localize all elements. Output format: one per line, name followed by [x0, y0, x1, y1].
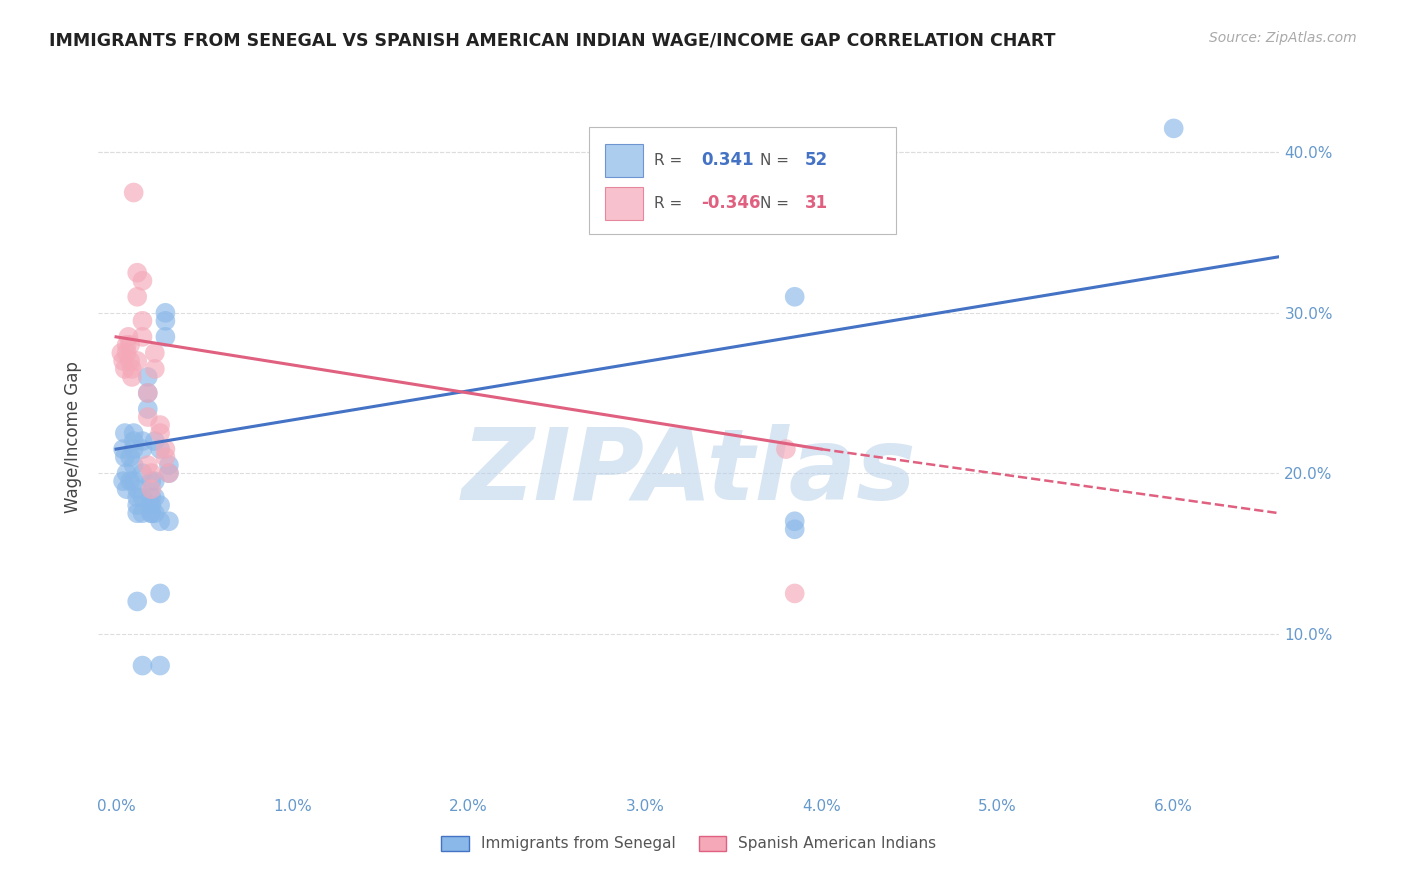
Point — [783, 522, 806, 536]
Text: N =: N = — [759, 153, 793, 168]
Text: R =: R = — [654, 153, 686, 168]
Point — [114, 450, 136, 464]
Point — [783, 290, 806, 304]
Point — [120, 450, 142, 464]
Point — [120, 338, 142, 352]
Point — [131, 658, 153, 673]
Text: Source: ZipAtlas.com: Source: ZipAtlas.com — [1209, 31, 1357, 45]
Point — [112, 354, 135, 368]
Point — [112, 442, 135, 456]
Point — [131, 466, 153, 480]
Point — [783, 514, 806, 528]
Point — [141, 490, 163, 504]
Point — [157, 458, 180, 472]
Point — [127, 506, 149, 520]
Point — [136, 386, 159, 401]
Point — [149, 442, 172, 456]
Point — [127, 354, 149, 368]
Point — [143, 506, 166, 520]
FancyBboxPatch shape — [589, 127, 896, 234]
Point — [127, 266, 149, 280]
Point — [110, 346, 132, 360]
Point — [149, 418, 172, 433]
Point — [157, 466, 180, 480]
Point — [775, 442, 797, 456]
Text: 52: 52 — [804, 152, 828, 169]
Text: R =: R = — [654, 195, 686, 211]
Point — [155, 442, 177, 456]
Point — [149, 658, 172, 673]
Text: -0.346: -0.346 — [700, 194, 761, 212]
Point — [122, 474, 145, 488]
Point — [114, 362, 136, 376]
Point — [122, 442, 145, 456]
Legend: Immigrants from Senegal, Spanish American Indians: Immigrants from Senegal, Spanish America… — [436, 830, 942, 857]
Point — [143, 362, 166, 376]
Point — [143, 434, 166, 448]
Point — [1163, 121, 1185, 136]
Point — [136, 410, 159, 425]
Text: N =: N = — [759, 195, 793, 211]
Point — [115, 346, 138, 360]
Point — [141, 474, 163, 488]
Point — [122, 186, 145, 200]
Point — [122, 458, 145, 472]
Point — [121, 362, 143, 376]
Point — [141, 482, 163, 496]
Point — [155, 314, 177, 328]
Point — [127, 594, 149, 608]
FancyBboxPatch shape — [605, 144, 643, 178]
Point — [115, 338, 138, 352]
Point — [157, 514, 180, 528]
Text: IMMIGRANTS FROM SENEGAL VS SPANISH AMERICAN INDIAN WAGE/INCOME GAP CORRELATION C: IMMIGRANTS FROM SENEGAL VS SPANISH AMERI… — [49, 31, 1056, 49]
Point — [112, 474, 135, 488]
Point — [136, 370, 159, 384]
Point — [131, 490, 153, 504]
Point — [149, 498, 172, 512]
Point — [131, 442, 153, 456]
Point — [136, 386, 159, 401]
Point — [149, 426, 172, 441]
Point — [775, 202, 797, 216]
Point — [120, 474, 142, 488]
Point — [143, 490, 166, 504]
Point — [127, 498, 149, 512]
Point — [157, 466, 180, 480]
Point — [131, 506, 153, 520]
Point — [141, 506, 163, 520]
Point — [149, 586, 172, 600]
Point — [114, 426, 136, 441]
Point — [121, 370, 143, 384]
Point — [149, 514, 172, 528]
Point — [117, 330, 139, 344]
Text: 31: 31 — [804, 194, 828, 212]
Point — [127, 490, 149, 504]
Point — [120, 354, 142, 368]
Point — [127, 482, 149, 496]
Point — [115, 466, 138, 480]
Point — [131, 330, 153, 344]
Point — [136, 458, 159, 472]
Point — [783, 586, 806, 600]
FancyBboxPatch shape — [605, 186, 643, 220]
Point — [136, 402, 159, 417]
Point — [127, 290, 149, 304]
Point — [131, 274, 153, 288]
Point — [122, 426, 145, 441]
Point — [155, 330, 177, 344]
Point — [141, 506, 163, 520]
Point — [155, 450, 177, 464]
Text: ZIPAtlas: ZIPAtlas — [461, 425, 917, 521]
Point — [122, 434, 145, 448]
Point — [141, 498, 163, 512]
Point — [143, 346, 166, 360]
Text: 0.341: 0.341 — [700, 152, 754, 169]
Point — [131, 434, 153, 448]
Point — [141, 466, 163, 480]
Point — [143, 474, 166, 488]
Point — [155, 306, 177, 320]
Point — [115, 482, 138, 496]
Point — [131, 314, 153, 328]
Y-axis label: Wage/Income Gap: Wage/Income Gap — [65, 361, 83, 513]
